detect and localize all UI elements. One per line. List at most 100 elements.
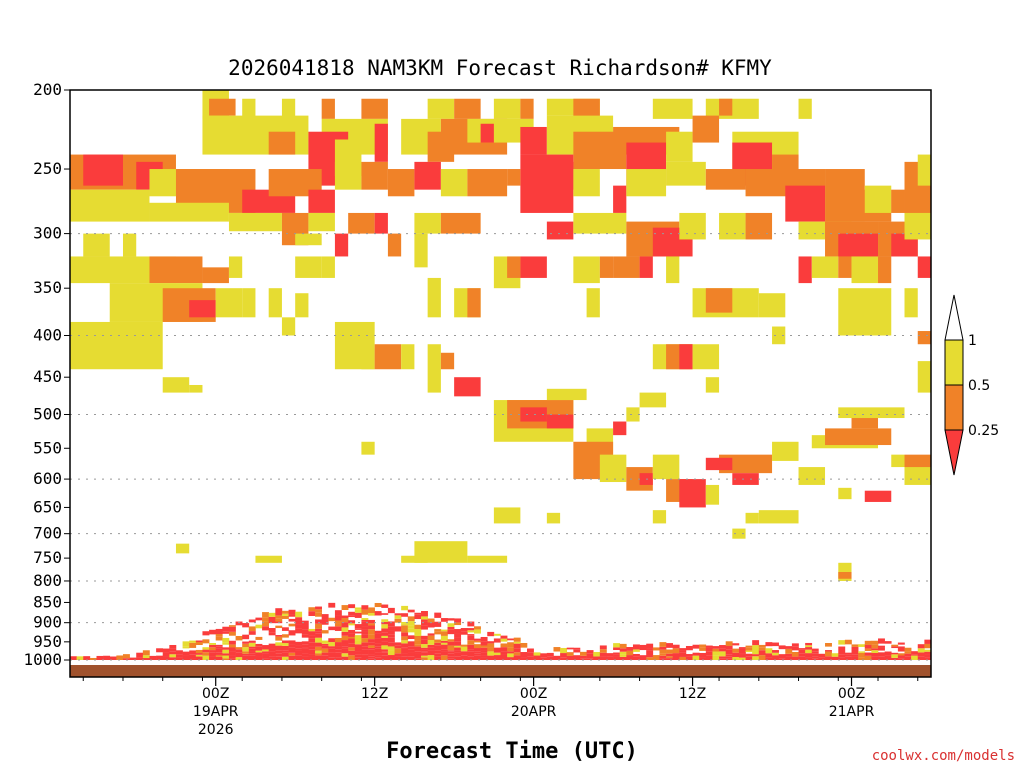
heatmap-cell [414,233,428,268]
boundary-cell [407,649,415,653]
boundary-cell [354,628,362,630]
boundary-cell [222,653,230,656]
boundary-cell [381,651,389,653]
boundary-cell [632,649,640,652]
heatmap-cell [374,344,402,370]
boundary-cell [666,653,673,657]
boundary-cell [487,657,495,660]
boundary-cell [321,645,329,649]
boundary-cell [897,646,905,652]
boundary-cell [672,644,680,649]
boundary-cell [579,658,587,660]
boundary-cell [209,652,217,657]
boundary-cell [474,648,481,652]
boundary-cell [560,653,568,658]
boundary-cell [262,651,269,654]
boundary-cell [447,623,455,627]
boundary-cell [460,651,468,656]
boundary-cell [599,656,607,660]
heatmap-cell [228,256,243,278]
boundary-cell [712,648,720,652]
boundary-cell [421,625,428,630]
boundary-cell [401,632,409,637]
boundary-cell [262,621,269,627]
boundary-cell [268,648,276,652]
heatmap-cell [440,212,481,234]
boundary-cell [705,645,713,648]
boundary-cell [281,656,289,660]
boundary-cell [235,652,243,658]
heatmap-cell [719,98,733,116]
boundary-cell [262,617,269,622]
boundary-cell [228,631,236,636]
boundary-cell [785,653,793,657]
heatmap-cell [162,377,190,393]
boundary-cell [924,643,932,649]
boundary-cell [566,652,574,656]
boundary-cell [262,658,269,660]
boundary-cell [361,619,369,622]
boundary-cell [215,646,223,649]
heatmap-cell [772,326,786,345]
boundary-cell [864,640,872,645]
heatmap-cell [838,233,879,257]
boundary-cell [573,649,581,653]
boundary-cell [83,656,91,660]
boundary-cell [255,617,263,621]
boundary-cell [526,656,534,660]
boundary-cell [262,612,269,618]
boundary-cell [275,625,283,629]
boundary-cell [897,658,905,660]
boundary-cell [149,655,157,660]
boundary-cell [831,656,839,660]
boundary-cell [454,656,462,660]
y-tick-label: 250 [33,159,62,178]
heatmap-cell [427,98,455,119]
heatmap-cell [613,421,627,436]
boundary-cell [374,630,382,634]
boundary-cell [248,642,256,647]
y-tick-label: 650 [33,497,62,516]
boundary-cell [401,623,409,626]
boundary-cell [228,655,236,659]
boundary-cell [891,646,899,649]
boundary-cell [354,648,362,652]
heatmap-cell [414,212,441,234]
boundary-cell [288,623,296,627]
boundary-cell [917,648,925,653]
boundary-cell [288,630,296,636]
boundary-cell [381,619,389,622]
boundary-cell [222,637,230,643]
boundary-cell [480,655,488,658]
boundary-cell [811,656,819,659]
heatmap-cell [917,331,931,345]
boundary-cell [752,645,760,651]
boundary-cell [334,657,342,660]
boundary-cell [632,644,640,650]
boundary-cell [732,648,740,653]
boundary-cell [487,651,495,656]
boundary-cell [878,645,885,648]
boundary-cell [474,629,481,634]
boundary-cell [414,644,422,647]
boundary-cell [228,625,236,627]
x-tick-label: 00Z [838,686,865,702]
boundary-cell [354,631,362,634]
boundary-cell [156,655,164,660]
boundary-cell [805,657,813,660]
boundary-cell [195,649,203,654]
boundary-cell [189,654,197,659]
boundary-cell [341,653,349,657]
boundary-cell [235,635,243,641]
boundary-cell [381,621,389,625]
boundary-cell [275,635,283,637]
boundary-cell [235,621,243,626]
boundary-cell [315,606,322,610]
y-tick-label: 450 [33,367,62,386]
boundary-cell [354,609,362,613]
heatmap-cells [70,90,931,581]
boundary-cell [301,634,309,638]
plot-frame [69,89,932,678]
colorbar-bin [944,384,964,431]
boundary-cell [321,630,329,634]
